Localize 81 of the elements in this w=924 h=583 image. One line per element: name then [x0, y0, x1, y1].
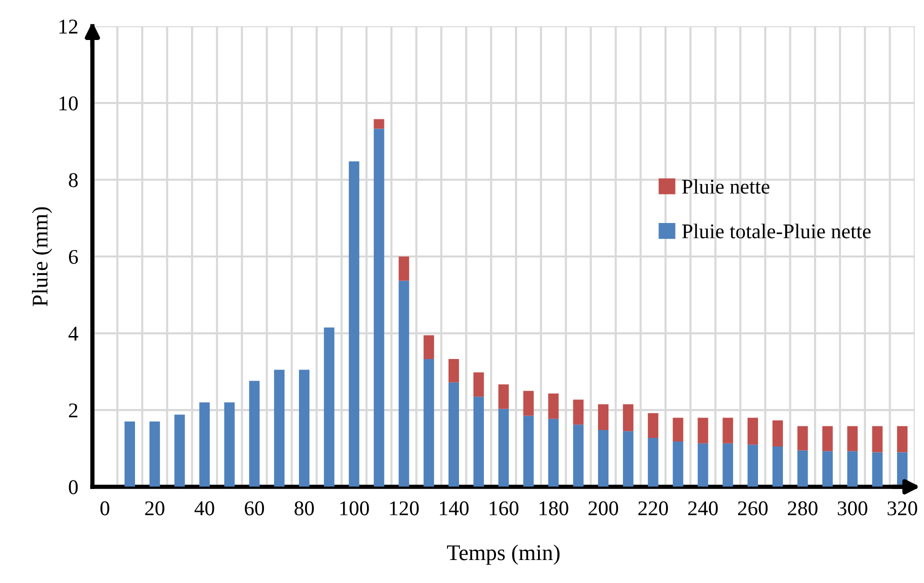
bar	[872, 426, 883, 452]
bar	[598, 404, 608, 430]
bar	[672, 442, 684, 487]
bar	[498, 384, 509, 409]
bar	[374, 128, 384, 487]
bar	[822, 426, 833, 452]
x-tick-label: 80	[294, 501, 314, 516]
bar	[174, 414, 185, 487]
bar	[249, 380, 260, 487]
x-tick-label: 20	[145, 501, 164, 516]
bar	[298, 370, 310, 487]
bar	[424, 358, 434, 487]
bar	[748, 418, 758, 445]
bar	[847, 451, 858, 487]
bar	[523, 416, 534, 487]
bar	[224, 402, 235, 487]
x-tick-label: 240	[688, 501, 718, 516]
bar	[498, 408, 509, 487]
bar	[348, 161, 360, 487]
x-tick-label: 100	[340, 501, 369, 516]
bar	[274, 370, 285, 487]
x-tick-label: 40	[194, 501, 214, 516]
y-axis-title: Pluie (mm)	[32, 207, 52, 306]
bar	[573, 400, 584, 425]
bar	[772, 420, 783, 447]
x-tick-label: 120	[390, 501, 419, 516]
bar	[822, 451, 833, 487]
x-tick-label: 180	[540, 501, 568, 516]
y-tick-label: 6	[68, 250, 78, 264]
bar	[548, 418, 559, 487]
bar	[698, 443, 708, 487]
legend-label: Pluie nette	[682, 179, 770, 194]
bar	[897, 426, 908, 452]
legend-label: Pluie totale-Pluie nette	[682, 224, 871, 238]
bar	[398, 280, 410, 487]
x-axis-title: Temps (min)	[447, 544, 560, 565]
bar	[124, 422, 136, 487]
bar	[847, 426, 858, 452]
y-tick-label: 10	[60, 96, 78, 110]
bar	[748, 444, 758, 487]
x-tick-label: 260	[738, 501, 768, 516]
bar	[374, 119, 384, 129]
x-tick-label: 160	[490, 501, 518, 516]
y-tick-label: 8	[68, 173, 78, 188]
bar	[722, 443, 734, 487]
bar	[548, 394, 559, 419]
bar	[523, 390, 534, 416]
y-tick-label: 0	[68, 480, 78, 494]
x-tick-label: 0	[100, 501, 110, 516]
y-tick-label: 2	[69, 403, 78, 418]
bar	[648, 413, 658, 438]
bar	[698, 418, 708, 444]
bar	[473, 372, 484, 397]
bar	[622, 404, 634, 432]
y-tick-label: 12	[60, 20, 78, 34]
bar	[573, 424, 584, 487]
x-tick-label: 220	[638, 501, 668, 516]
bar	[448, 382, 459, 487]
bar	[473, 396, 484, 487]
bar	[598, 430, 608, 487]
x-tick-label: 280	[788, 501, 818, 516]
bar	[424, 335, 434, 359]
bar	[398, 256, 410, 281]
x-tick-label: 200	[588, 501, 618, 516]
bar	[872, 452, 883, 487]
bar	[797, 450, 808, 487]
x-tick-label: 60	[244, 501, 264, 516]
bar	[622, 431, 634, 487]
x-tick-label: 300	[838, 501, 868, 516]
bar	[772, 446, 783, 487]
bar	[672, 418, 684, 442]
x-tick-label: 140	[440, 501, 469, 516]
bar	[797, 426, 808, 450]
bar	[448, 358, 459, 382]
y-tick-label: 4	[68, 326, 78, 341]
bar	[722, 418, 734, 444]
bar	[149, 422, 160, 487]
x-tick-label: 320	[888, 501, 918, 516]
bar	[324, 328, 334, 487]
bar	[199, 402, 210, 487]
bar	[648, 438, 658, 487]
